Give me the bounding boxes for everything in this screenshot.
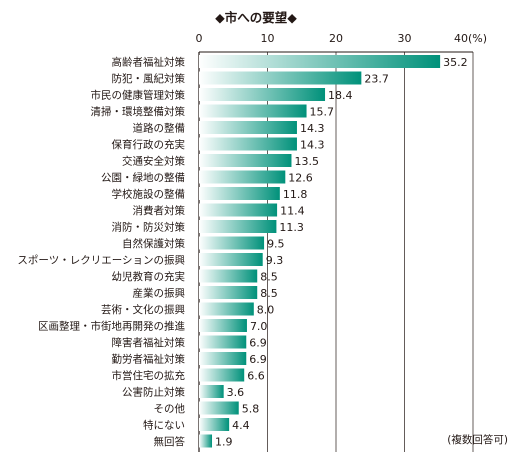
category-label: 清掃・環境整備対策: [91, 105, 186, 118]
value-label: 5.8: [242, 403, 259, 416]
category-label: その他: [154, 402, 186, 415]
value-label: 14.3: [300, 122, 325, 135]
value-label: 15.7: [310, 106, 335, 119]
bar: [199, 71, 362, 85]
category-label: 消防・防災対策: [112, 221, 186, 234]
category-label: 特にない: [143, 420, 185, 432]
x-tick-label: 40(%): [454, 32, 487, 45]
category-label: 学校施設の整備: [112, 188, 186, 201]
category-label: 市営住宅の拡充: [112, 369, 186, 382]
value-label: 6.6: [247, 370, 265, 383]
value-label: 6.9: [249, 337, 267, 350]
bar: [199, 104, 307, 118]
value-label: 35.2: [443, 56, 468, 69]
category-label: 高齢者福祉対策: [112, 56, 186, 69]
value-label: 11.3: [279, 221, 304, 234]
value-label: 9.3: [266, 254, 284, 267]
value-label: 7.0: [250, 320, 268, 333]
bars: [199, 55, 441, 448]
bar: [199, 269, 258, 283]
x-axis-ticks: 0 10 20 30 40(%): [196, 32, 488, 45]
value-label: 9.5: [267, 238, 285, 251]
bar: [199, 335, 247, 349]
value-label: 11.4: [280, 205, 305, 218]
bar: [199, 286, 258, 299]
value-label: 13.5: [294, 155, 319, 168]
value-label: 6.9: [249, 353, 267, 366]
x-tick-label: 30: [398, 32, 412, 45]
category-label: 幼児教育の充実: [112, 270, 186, 283]
bar: [199, 319, 247, 332]
value-label: 18.4: [328, 89, 353, 102]
bar: [199, 418, 230, 431]
bar: [199, 187, 280, 200]
bar: [199, 368, 245, 382]
category-label: 産業の振興: [133, 287, 186, 300]
category-label: 芸術・文化の振興: [101, 303, 185, 316]
category-label: 市民の健康管理対策: [91, 89, 186, 102]
category-label: 公園・緑地の整備: [101, 171, 185, 184]
bar: [199, 154, 292, 167]
value-label: 1.9: [215, 436, 233, 449]
value-label: 3.6: [227, 386, 245, 399]
bar: [199, 55, 441, 68]
value-label: 23.7: [364, 73, 389, 86]
category-label: スポーツ・レクリエーションの振興: [17, 254, 185, 267]
bar: [199, 137, 297, 151]
value-label: 8.5: [260, 271, 278, 284]
category-label: 勤労者福祉対策: [112, 353, 186, 366]
x-tick-label: 20: [329, 32, 343, 45]
category-label: 無回答: [154, 435, 186, 448]
x-tick-label: 0: [196, 32, 203, 45]
value-label: 8.0: [257, 304, 275, 317]
bar: [199, 434, 213, 448]
bar: [199, 352, 247, 365]
chart-title: ◆市への要望◆: [215, 10, 297, 25]
category-labels: 高齢者福祉対策防犯・風紀対策市民の健康管理対策清掃・環境整備対策道路の整備保育行…: [17, 56, 185, 449]
category-label: 自然保護対策: [122, 237, 185, 250]
bar: [199, 170, 286, 184]
bar: [199, 253, 263, 266]
bar: [199, 401, 239, 415]
value-label: 12.6: [288, 172, 313, 185]
value-label: 8.5: [260, 287, 278, 300]
value-labels: 35.2 23.7 18.4 15.7 14.3 14.3 13.5 12.6 11.8 11.4…: [215, 56, 468, 449]
category-label: 障害者福祉対策: [112, 336, 186, 349]
x-tick-label: 10: [261, 32, 275, 45]
bar: [199, 236, 265, 250]
category-label: 道路の整備: [133, 122, 186, 135]
category-label: 防犯・風紀対策: [112, 72, 186, 85]
bar: [199, 121, 297, 134]
category-label: 交通安全対策: [122, 155, 185, 168]
bar: [199, 385, 224, 398]
value-label: 11.8: [283, 188, 308, 201]
category-label: 消費者対策: [133, 204, 186, 217]
bar: [199, 220, 277, 233]
category-label: 保育行政の充実: [112, 138, 186, 151]
value-label: 4.4: [232, 419, 250, 432]
category-label: 区画整理・市街地再開発の推進: [38, 320, 185, 333]
bar: [199, 88, 326, 101]
category-label: 公害防止対策: [122, 386, 185, 399]
multiple-answers-note: (複数回答可): [447, 433, 508, 446]
bar: [199, 302, 254, 316]
bar: [199, 203, 278, 217]
value-label: 14.3: [300, 139, 325, 152]
